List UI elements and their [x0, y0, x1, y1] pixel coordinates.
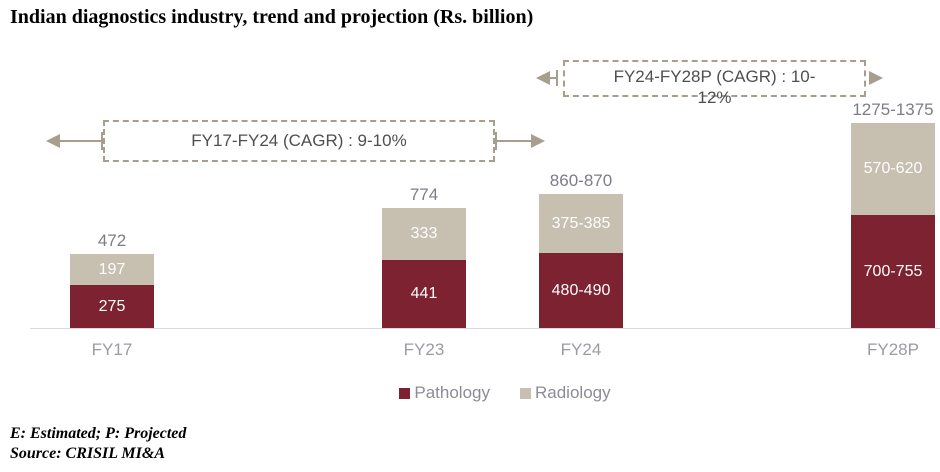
arrow-line [497, 140, 532, 142]
cagr-annotation-line1: FY24-FY28P (CAGR) : 10- [613, 67, 816, 86]
radiology-swatch-icon [520, 387, 531, 399]
legend-label-radiology: Radiology [535, 383, 611, 402]
legend-item-pathology: Pathology [399, 383, 490, 403]
bar-stack-fy28p: 570-620 700-755 [851, 123, 935, 328]
cagr-annotation-fy17-fy24: FY17-FY24 (CAGR) : 9-10% [103, 120, 495, 162]
legend-label-pathology: Pathology [414, 383, 490, 402]
total-label-fy17: 472 [97, 231, 127, 250]
pathology-swatch-icon [399, 387, 411, 399]
arrow-line [58, 140, 104, 142]
bar-stack-fy24: 375-385 480-490 [539, 194, 623, 328]
cagr-annotation-fy24-fy28p [563, 60, 866, 97]
total-label-fy24: 860-870 [549, 171, 613, 190]
arrow-tick [495, 132, 497, 150]
category-label-fy17: FY17 [91, 340, 133, 359]
cagr-annotation-line2: 12% [697, 88, 732, 107]
cagr-annotation-label: FY24-FY28P (CAGR) : 10- 12% [563, 66, 866, 108]
bar-segment-radiology: 197 [70, 254, 154, 285]
bar-segment-radiology: 570-620 [851, 123, 935, 215]
arrow-right-icon [531, 134, 545, 148]
bar-segment-radiology: 333 [382, 208, 466, 260]
category-label-fy23: FY23 [403, 340, 445, 359]
arrow-line [548, 77, 558, 79]
chart-title: Indian diagnostics industry, trend and p… [10, 6, 534, 28]
bar-stack-fy17: 197 275 [70, 254, 154, 328]
total-label-fy28p: 1275-1375 [852, 100, 934, 119]
x-axis-baseline [30, 328, 940, 329]
bar-segment-pathology: 700-755 [851, 215, 935, 328]
footnotes: E: Estimated; P: Projected Source: CRISI… [10, 424, 186, 464]
footnote-source: Source: CRISIL MI&A [10, 445, 165, 462]
cagr-annotation-label: FY17-FY24 (CAGR) : 9-10% [191, 131, 407, 150]
arrow-left-icon [46, 134, 60, 148]
bar-stack-fy23: 333 441 [382, 208, 466, 328]
bar-segment-pathology: 275 [70, 285, 154, 328]
arrow-left-icon [536, 71, 550, 85]
total-label-fy23: 774 [409, 185, 439, 204]
legend-item-radiology: Radiology [520, 383, 611, 403]
chart-legend: Pathology Radiology [0, 383, 940, 403]
footnote-estimated-projected: E: Estimated; P: Projected [10, 425, 187, 442]
category-label-fy28p: FY28P [867, 340, 919, 359]
bar-segment-pathology: 480-490 [539, 253, 623, 328]
category-label-fy24: FY24 [560, 340, 602, 359]
arrow-tick [101, 132, 103, 150]
arrow-tick [556, 70, 558, 86]
bar-segment-radiology: 375-385 [539, 194, 623, 253]
arrow-right-icon [869, 71, 883, 85]
bar-segment-pathology: 441 [382, 260, 466, 328]
legend-row: Pathology Radiology [399, 383, 611, 403]
